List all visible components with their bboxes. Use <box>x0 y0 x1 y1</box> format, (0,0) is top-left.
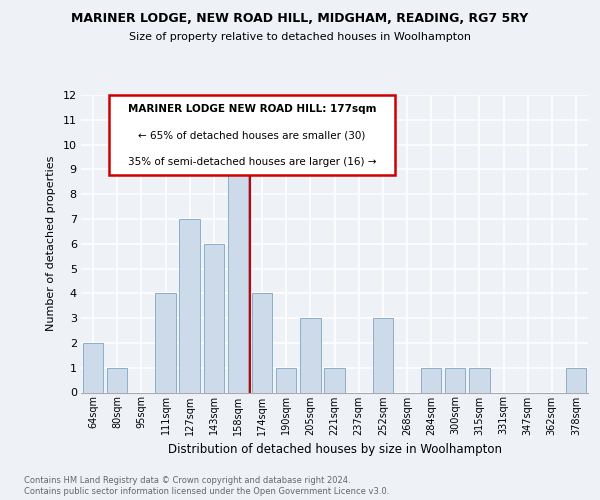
Bar <box>276 368 296 392</box>
Y-axis label: Number of detached properties: Number of detached properties <box>46 156 56 332</box>
Bar <box>324 368 345 392</box>
Text: MARINER LODGE NEW ROAD HILL: 177sqm: MARINER LODGE NEW ROAD HILL: 177sqm <box>128 104 376 114</box>
Text: MARINER LODGE, NEW ROAD HILL, MIDGHAM, READING, RG7 5RY: MARINER LODGE, NEW ROAD HILL, MIDGHAM, R… <box>71 12 529 26</box>
Bar <box>155 294 176 392</box>
Text: 35% of semi-detached houses are larger (16) →: 35% of semi-detached houses are larger (… <box>128 158 376 168</box>
Bar <box>469 368 490 392</box>
Bar <box>445 368 466 392</box>
Text: Contains public sector information licensed under the Open Government Licence v3: Contains public sector information licen… <box>24 487 389 496</box>
Text: ← 65% of detached houses are smaller (30): ← 65% of detached houses are smaller (30… <box>139 130 366 140</box>
Bar <box>179 219 200 392</box>
Text: Size of property relative to detached houses in Woolhampton: Size of property relative to detached ho… <box>129 32 471 42</box>
Text: Contains HM Land Registry data © Crown copyright and database right 2024.: Contains HM Land Registry data © Crown c… <box>24 476 350 485</box>
Bar <box>373 318 393 392</box>
FancyBboxPatch shape <box>109 95 395 176</box>
Bar <box>107 368 127 392</box>
Bar <box>252 294 272 392</box>
Bar <box>83 343 103 392</box>
Bar <box>300 318 320 392</box>
X-axis label: Distribution of detached houses by size in Woolhampton: Distribution of detached houses by size … <box>167 443 502 456</box>
Bar <box>227 144 248 392</box>
Bar <box>566 368 586 392</box>
Bar <box>203 244 224 392</box>
Bar <box>421 368 442 392</box>
